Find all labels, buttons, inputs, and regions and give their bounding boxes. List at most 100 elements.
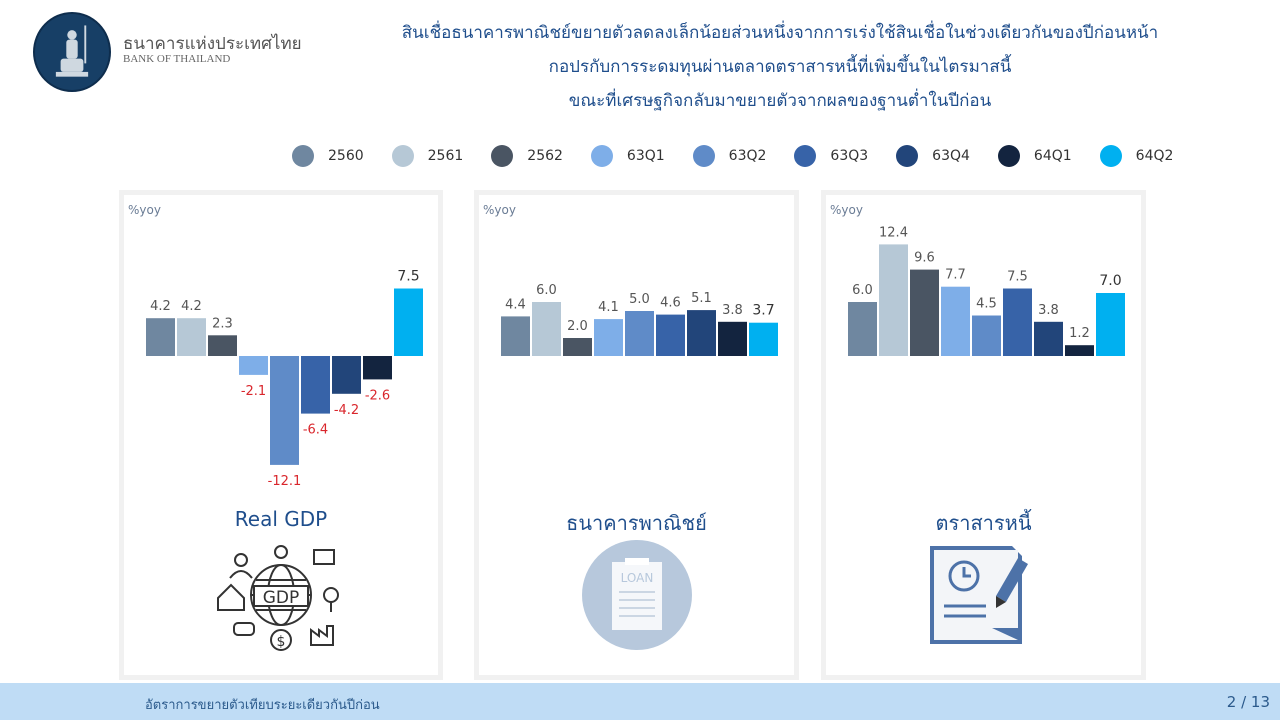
data-label: 6.0 <box>852 283 873 298</box>
bar-64Q1 <box>1065 345 1094 356</box>
legend-item: 64Q1 <box>997 145 1072 167</box>
bar-63Q4 <box>332 356 361 394</box>
data-label: 4.6 <box>660 296 681 311</box>
bar-2560 <box>848 302 877 356</box>
legend-label: 63Q2 <box>728 148 767 164</box>
svg-text:$: $ <box>277 634 286 650</box>
bar-2560 <box>146 318 175 356</box>
data-label: 9.6 <box>914 251 935 266</box>
legend-item: 63Q3 <box>794 145 868 167</box>
data-label: 3.8 <box>1038 303 1059 318</box>
data-label: 12.4 <box>879 225 908 240</box>
legend-swatch <box>896 145 919 167</box>
data-label: 7.7 <box>945 268 966 283</box>
chart-title: ตราสารหนี้ <box>935 511 1032 535</box>
data-label: 4.5 <box>976 297 997 312</box>
bar-63Q3 <box>301 356 330 414</box>
chart-title: ธนาคารพาณิชย์ <box>566 511 707 535</box>
legend-swatch <box>590 145 613 167</box>
legend-item: 63Q4 <box>896 145 970 167</box>
bar-63Q3 <box>1003 288 1032 356</box>
footer: อัตราการขยายตัวเทียบระยะเดียวกันปีก่อน 2… <box>0 683 1280 720</box>
data-label: -12.1 <box>268 474 302 489</box>
data-label: -2.1 <box>241 384 266 399</box>
page-number: 2 / 13 <box>1226 693 1270 711</box>
legend-item: 64Q2 <box>1099 145 1174 167</box>
data-label: 4.4 <box>505 297 526 312</box>
data-label: 5.1 <box>691 291 712 306</box>
gdp-icon: GDP $ <box>216 540 346 659</box>
legend-item: 2560 <box>292 145 364 167</box>
data-label: 2.3 <box>212 316 233 331</box>
bar-2561 <box>879 244 908 356</box>
legend-label: 63Q4 <box>932 148 970 164</box>
legend-item: 2562 <box>491 145 563 167</box>
unit-label: %yoy <box>483 203 516 217</box>
slide-title: สินเชื่อธนาคารพาณิชย์ขยายตัวลดลงเล็กน้อย… <box>340 16 1220 118</box>
legend-label: 64Q2 <box>1135 148 1174 164</box>
svg-text:GDP: GDP <box>263 588 300 608</box>
bar-64Q2 <box>1096 293 1125 356</box>
data-label: 4.1 <box>598 300 619 315</box>
chart-debt-securities: 6.0 12.4 9.6 7.7 4.5 7.5 3.8 1.2 7.0 <box>848 225 1125 356</box>
legend-label: 63Q3 <box>830 148 869 164</box>
bar-63Q1 <box>594 319 623 356</box>
legend-swatch <box>1099 145 1122 167</box>
data-label: 1.2 <box>1069 326 1090 341</box>
data-label: 7.5 <box>397 269 419 285</box>
bar-63Q1 <box>239 356 268 375</box>
legend-item: 63Q2 <box>692 145 767 167</box>
data-label: -4.2 <box>334 403 359 418</box>
legend-swatch <box>794 145 817 167</box>
legend-label: 2560 <box>328 148 364 164</box>
data-label: -2.6 <box>365 388 390 403</box>
legend-label: 63Q1 <box>626 148 665 164</box>
data-label: 3.8 <box>722 303 743 318</box>
bar-2562 <box>208 335 237 356</box>
bank-of-thailand-logo <box>33 12 111 92</box>
legend-item: 2561 <box>391 145 464 167</box>
chart-title: Real GDP <box>234 507 328 531</box>
data-label: 5.0 <box>629 292 650 307</box>
bar-63Q4 <box>687 310 716 356</box>
bar-63Q2 <box>270 356 299 465</box>
title-line: กอปรกับการระดมทุนผ่านตลาดตราสารหนี้ที่เพ… <box>548 57 1012 77</box>
title-line: สินเชื่อธนาคารพาณิชย์ขยายตัวลดลงเล็กน้อย… <box>401 23 1159 43</box>
bar-63Q4 <box>1034 321 1063 356</box>
data-label: 6.0 <box>536 283 557 298</box>
panel-debt-securities: %yoy 6.0 12.4 9.6 7.7 4.5 7.5 3.8 1.2 7.0 ตราสาร… <box>821 190 1146 680</box>
chart-real-gdp: 4.2 4.2 2.3 -2.1 -12.1 -6.4 -4.2 -2.6 7.5 <box>146 269 423 489</box>
legend-item: 63Q1 <box>590 145 665 167</box>
data-label: 4.2 <box>150 299 171 314</box>
unit-label: %yoy <box>128 203 161 217</box>
legend-swatch <box>292 145 314 167</box>
legend-swatch <box>997 145 1020 167</box>
data-label: 7.0 <box>1099 273 1121 289</box>
bar-64Q1 <box>718 321 747 356</box>
bar-63Q2 <box>972 315 1001 356</box>
data-label: -6.4 <box>303 423 328 438</box>
org-name-english: BANK OF THAILAND <box>123 53 231 65</box>
bar-63Q1 <box>941 286 970 356</box>
bar-2562 <box>910 269 939 356</box>
bar-64Q2 <box>394 288 423 356</box>
legend-swatch <box>391 145 414 167</box>
title-line: ขณะที่เศรษฐกิจกลับมาขยายตัวจากผลของฐานต่… <box>568 91 992 111</box>
bar-2560 <box>501 316 530 356</box>
bar-64Q2 <box>749 322 778 356</box>
bar-2561 <box>532 302 561 356</box>
legend: 2560 2561 2562 63Q1 63Q2 63Q3 63Q4 64Q1 64Q2 <box>292 145 1201 167</box>
data-label: 2.0 <box>567 319 588 334</box>
data-label: 4.2 <box>181 299 202 314</box>
chart-commercial-bank: 4.4 6.0 2.0 4.1 5.0 4.6 5.1 3.8 3.7 <box>501 283 778 356</box>
legend-swatch <box>692 145 715 167</box>
org-name-thai: ธนาคารแห่งประเทศไทย <box>123 34 302 54</box>
legend-label: 64Q1 <box>1033 148 1072 164</box>
legend-label: 2562 <box>527 148 563 164</box>
panel-commercial-bank: %yoy 4.4 6.0 2.0 4.1 5.0 4.6 5.1 3.8 3.7 ธนาคารพ… <box>474 190 799 680</box>
footer-note: อัตราการขยายตัวเทียบระยะเดียวกันปีก่อน <box>145 698 380 713</box>
unit-label: %yoy <box>830 203 863 217</box>
bar-2561 <box>177 318 206 356</box>
legend-swatch <box>491 145 514 167</box>
legend-label: 2561 <box>427 148 464 164</box>
